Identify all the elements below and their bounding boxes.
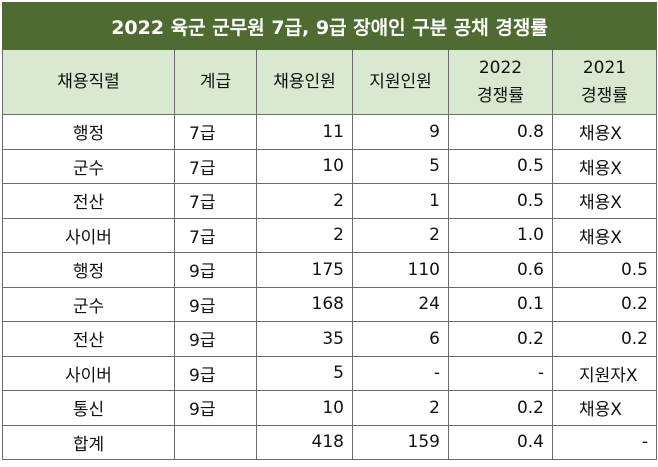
cell-rate-2021: 채용X xyxy=(552,148,657,184)
header-grade: 계급 xyxy=(174,49,257,115)
cell-rate-2021: - xyxy=(552,424,657,460)
cell-grade: 9급 xyxy=(174,286,257,322)
cell-hired: 2 xyxy=(256,183,353,219)
cell-applied: 24 xyxy=(352,286,449,322)
cell-grade: 9급 xyxy=(174,355,257,391)
table-row: 전산 9급 35 6 0.2 0.2 xyxy=(2,321,657,357)
cell-job: 행정 xyxy=(2,252,175,288)
header-rate-2021-label: 경쟁률 xyxy=(581,86,628,106)
cell-hired: 10 xyxy=(256,148,353,184)
cell-applied: 2 xyxy=(352,217,449,253)
cell-hired: 5 xyxy=(256,355,353,391)
cell-rate-2022: 1.0 xyxy=(448,217,553,253)
cell-grade: 7급 xyxy=(174,114,257,150)
cell-rate-2021: 채용X xyxy=(552,390,657,426)
table-row: 전산 7급 2 1 0.5 채용X xyxy=(2,183,657,219)
cell-job: 전산 xyxy=(2,321,175,357)
header-job: 채용직렬 xyxy=(2,49,175,115)
table-row: 통신 9급 10 2 0.2 채용X xyxy=(2,390,657,426)
table-row: 합계 418 159 0.4- xyxy=(2,424,657,460)
table-row: 사이버 7급 2 2 1.0 채용X xyxy=(2,217,657,253)
cell-rate-2022: 0.2 xyxy=(448,321,553,357)
cell-applied: 6 xyxy=(352,321,449,357)
header-rate-2022-year: 2022 xyxy=(478,58,523,78)
cell-applied: 159 xyxy=(352,424,449,460)
header-rate-2021-year: 2021 xyxy=(582,58,627,78)
header-hired: 채용인원 xyxy=(256,49,353,115)
cell-grade: 9급 xyxy=(174,321,257,357)
cell-applied: 110 xyxy=(352,252,449,288)
cell-rate-2022: 0.2 xyxy=(448,390,553,426)
cell-rate-2021: 지원자X xyxy=(552,355,657,391)
cell-rate-2021: 채용X xyxy=(552,114,657,150)
cell-grade: 9급 xyxy=(174,252,257,288)
competition-rate-table: 2022 육군 군무원 7급, 9급 장애인 구분 공채 경쟁률 채용직렬 계급… xyxy=(2,2,657,460)
cell-rate-2021: 0.5 xyxy=(552,252,657,288)
cell-rate-2022: 0.8 xyxy=(448,114,553,150)
cell-grade: 7급 xyxy=(174,148,257,184)
cell-job: 군수 xyxy=(2,286,175,322)
table-row: 사이버 9급 5- - 지원자X xyxy=(2,355,657,391)
cell-hired: 10 xyxy=(256,390,353,426)
cell-applied: 5 xyxy=(352,148,449,184)
header-rate-2022: 2022 경쟁률 xyxy=(448,49,553,115)
cell-applied: 1 xyxy=(352,183,449,219)
table-row: 군수 7급 10 5 0.5 채용X xyxy=(2,148,657,184)
cell-rate-2022: 0.1 xyxy=(448,286,553,322)
cell-hired: 35 xyxy=(256,321,353,357)
cell-grade: 7급 xyxy=(174,217,257,253)
cell-applied: 9 xyxy=(352,114,449,150)
cell-rate-2022: 0.4 xyxy=(448,424,553,460)
cell-hired: 175 xyxy=(256,252,353,288)
cell-job: 사이버 xyxy=(2,217,175,253)
cell-job: 통신 xyxy=(2,390,175,426)
cell-hired: 418 xyxy=(256,424,353,460)
cell-rate-2021: 채용X xyxy=(552,183,657,219)
cell-rate-2021: 0.2 xyxy=(552,286,657,322)
cell-rate-2022: - xyxy=(448,355,553,391)
cell-grade: 9급 xyxy=(174,390,257,426)
cell-rate-2022: 0.5 xyxy=(448,148,553,184)
cell-rate-2022: 0.6 xyxy=(448,252,553,288)
table-row: 행정 7급 11 9 0.8 채용X xyxy=(2,114,657,150)
cell-job: 사이버 xyxy=(2,355,175,391)
cell-applied: 2 xyxy=(352,390,449,426)
cell-rate-2022: 0.5 xyxy=(448,183,553,219)
cell-job: 군수 xyxy=(2,148,175,184)
cell-job: 전산 xyxy=(2,183,175,219)
table-row: 군수 9급 168 24 0.1 0.2 xyxy=(2,286,657,322)
cell-rate-2021: 0.2 xyxy=(552,321,657,357)
cell-job: 행정 xyxy=(2,114,175,150)
cell-grade: 7급 xyxy=(174,183,257,219)
header-row: 채용직렬 계급 채용인원 지원인원 2022 경쟁률 2021 경쟁률 xyxy=(2,49,657,115)
table-row: 행정 9급 175 110 0.6 0.5 xyxy=(2,252,657,288)
header-applied: 지원인원 xyxy=(352,49,449,115)
cell-applied: - xyxy=(352,355,449,391)
cell-rate-2021: 채용X xyxy=(552,217,657,253)
cell-grade xyxy=(174,424,257,460)
table-title: 2022 육군 군무원 7급, 9급 장애인 구분 공채 경쟁률 xyxy=(2,2,657,50)
cell-hired: 11 xyxy=(256,114,353,150)
cell-hired: 2 xyxy=(256,217,353,253)
cell-hired: 168 xyxy=(256,286,353,322)
header-rate-2021: 2021 경쟁률 xyxy=(552,49,657,115)
header-rate-2022-label: 경쟁률 xyxy=(477,86,524,106)
cell-job: 합계 xyxy=(2,424,175,460)
